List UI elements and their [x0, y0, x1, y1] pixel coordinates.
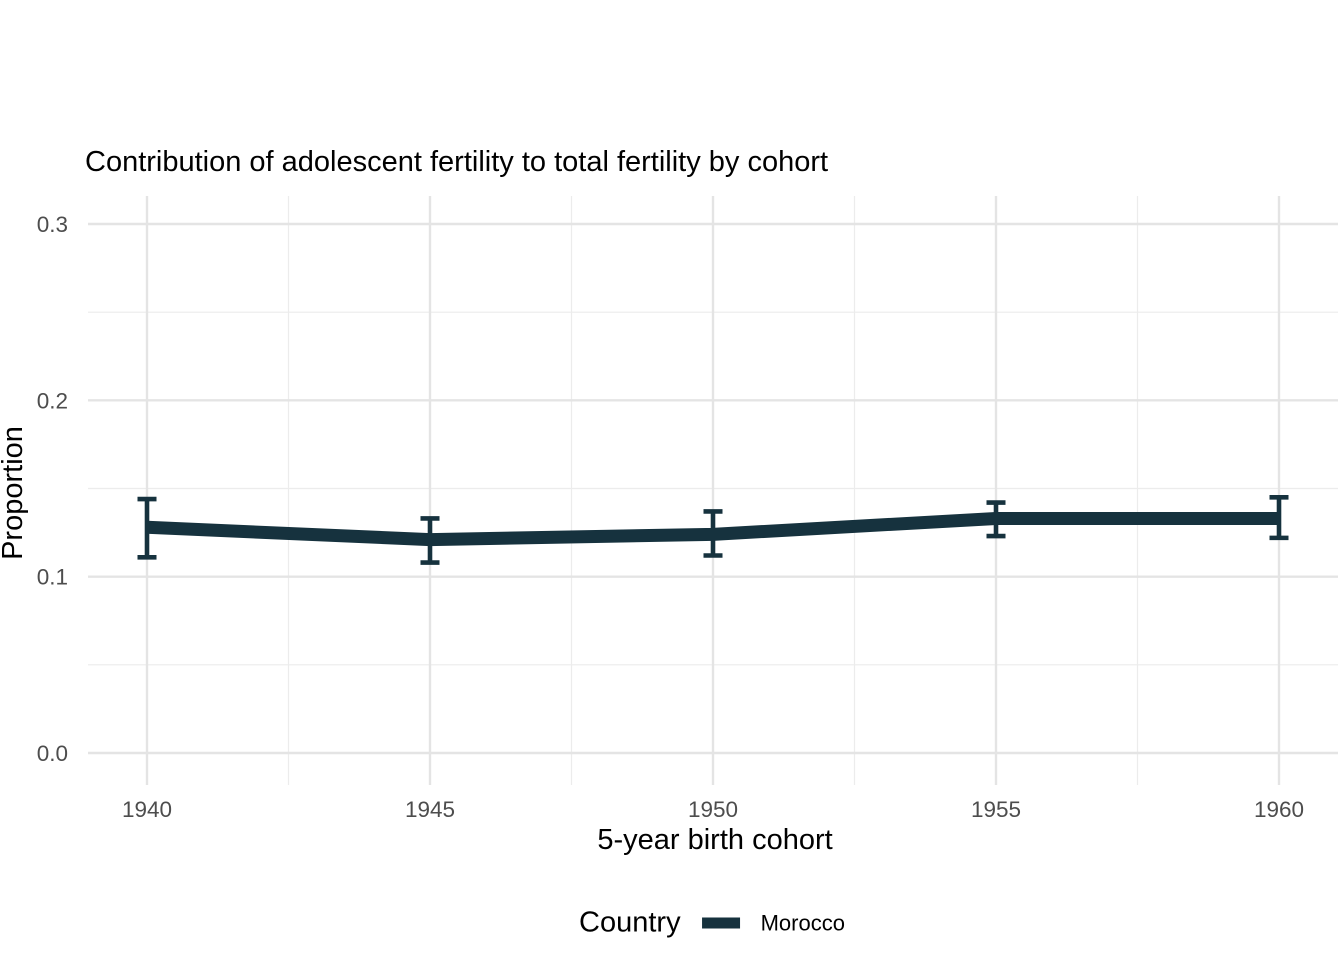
x-tick-label: 1950	[688, 797, 738, 822]
legend-key-line-morocco	[701, 917, 740, 929]
y-tick-label: 0.3	[37, 212, 68, 237]
legend-label-morocco: Morocco	[760, 910, 845, 935]
x-tick-label: 1960	[1254, 797, 1304, 822]
x-tick-label: 1940	[122, 797, 172, 822]
x-axis-title: 5-year birth cohort	[597, 824, 833, 856]
series-line-morocco	[146, 511, 1279, 547]
x-tick-label: 1945	[405, 797, 455, 822]
chart-title: Contribution of adolescent fertility to …	[85, 146, 829, 178]
y-tick-label: 0.1	[37, 565, 68, 590]
legend-title: Country	[579, 906, 681, 939]
legend: Country Morocco	[579, 907, 845, 940]
y-tick-label: 0.0	[37, 741, 68, 766]
x-tick-label: 1955	[971, 797, 1021, 822]
y-tick-label: 0.2	[37, 388, 68, 413]
